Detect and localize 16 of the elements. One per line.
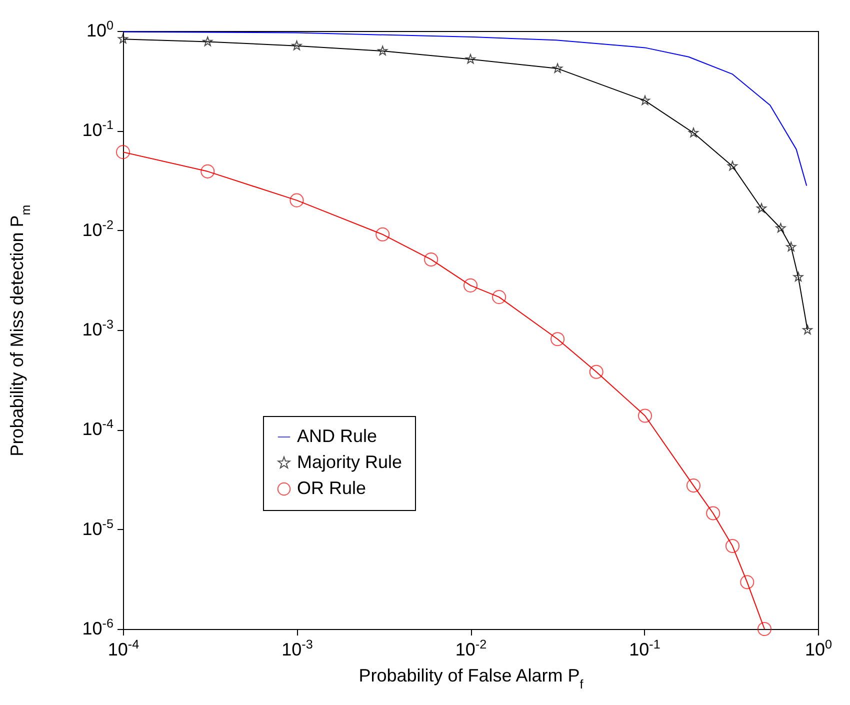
y-tick-label: 10$^{0}$ <box>86 18 114 40</box>
legend-label: Majority Rule <box>297 452 402 472</box>
y-tick-label: 10$^{-2}$ <box>82 218 114 240</box>
x-tick-label: 10$^{-4}$ <box>108 638 140 660</box>
x-tick-label: 10$^{-3}$ <box>282 638 313 660</box>
y-tick-label: 10$^{-6}$ <box>82 616 114 638</box>
legend-label: OR Rule <box>297 478 366 498</box>
y-tick-label: 10$^{-3}$ <box>82 318 114 340</box>
x-tick-label: 10$^{-1}$ <box>629 638 660 660</box>
y-tick-label: 10$^{-5}$ <box>82 516 114 539</box>
x-tick-label: 10$^{0}$ <box>804 638 832 660</box>
x-axis-title: Probability of False Alarm P$_{f}$ <box>358 666 584 692</box>
x-tick-label: 10$^{-2}$ <box>455 638 487 660</box>
legend-label: AND Rule <box>297 426 378 446</box>
y-tick-label: 10$^{-1}$ <box>82 118 114 140</box>
y-tick-label: 10$^{-4}$ <box>82 417 114 440</box>
